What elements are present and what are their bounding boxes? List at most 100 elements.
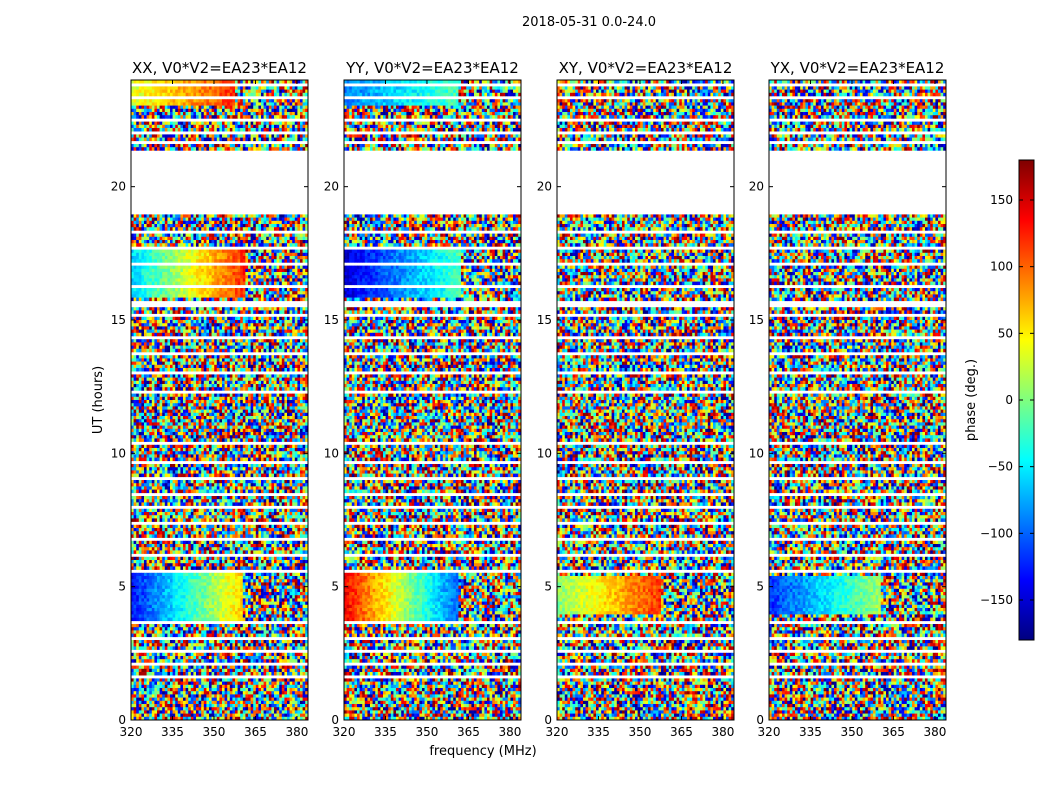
heatmap-cell [193, 105, 197, 110]
heatmap-cell [263, 128, 267, 132]
heatmap-cell [284, 236, 288, 241]
heatmap-cell [216, 227, 220, 231]
heatmap-cell [206, 236, 210, 241]
heatmap-cell [253, 80, 257, 84]
heatmap-cell [159, 252, 163, 257]
heatmap-cell [162, 384, 166, 388]
heatmap-cell [245, 377, 249, 382]
heatmap-cell [209, 275, 212, 279]
heatmap-cell [287, 108, 290, 113]
heatmap-cell [183, 115, 186, 119]
heatmap-cell [203, 361, 207, 366]
heatmap-cell [136, 278, 140, 282]
heatmap-cell [268, 105, 272, 110]
heatmap-cell [159, 227, 163, 231]
heatmap-cell [292, 393, 296, 398]
heatmap-cell [201, 144, 205, 148]
heatmap-cell [216, 384, 220, 388]
heatmap-cell [180, 310, 184, 314]
heatmap-cell [167, 134, 171, 138]
heatmap-cell [211, 396, 215, 401]
heatmap-cell [268, 416, 272, 420]
heatmap-cell [263, 281, 267, 286]
heatmap-cell [180, 374, 184, 378]
heatmap-cell [136, 396, 140, 401]
heatmap-cell [175, 358, 179, 362]
heatmap-cell [261, 281, 264, 286]
heatmap-cell [144, 265, 147, 270]
heatmap-cell [219, 249, 223, 254]
heatmap-cell [136, 112, 140, 116]
heatmap-cell [242, 89, 246, 94]
heatmap-cell [133, 278, 137, 282]
heatmap-cell [198, 416, 202, 420]
heatmap-cell [203, 291, 207, 295]
heatmap-cell [188, 329, 192, 334]
heatmap-cell [180, 249, 184, 254]
heatmap-cell [209, 252, 212, 257]
heatmap-cell [188, 380, 192, 385]
heatmap-cell [250, 217, 254, 222]
heatmap-cell [177, 240, 181, 244]
heatmap-cell [261, 102, 264, 106]
heatmap-cell [289, 275, 293, 279]
heatmap-cell [183, 288, 186, 292]
heatmap-cell [180, 112, 184, 116]
heatmap-cell [144, 339, 147, 343]
heatmap-cell [224, 307, 228, 311]
heatmap-cell [271, 115, 275, 119]
heatmap-cell [198, 275, 202, 279]
heatmap-cell [211, 214, 215, 218]
heatmap-cell [196, 233, 199, 238]
heatmap-cell [162, 323, 166, 327]
heatmap-cell [146, 121, 150, 126]
heatmap-cell [133, 272, 137, 276]
heatmap-cell [224, 393, 228, 398]
heatmap-cell [284, 419, 288, 423]
heatmap-cell [242, 252, 246, 257]
heatmap-cell [271, 393, 275, 398]
heatmap-cell [279, 217, 283, 222]
heatmap-cell [190, 144, 194, 148]
heatmap-cell [302, 80, 306, 84]
heatmap-cell [297, 128, 301, 132]
heatmap-cell [289, 147, 293, 151]
heatmap-cell [144, 368, 147, 372]
heatmap-cell [261, 396, 264, 401]
heatmap-cell [224, 108, 228, 113]
heatmap-cell [248, 249, 251, 254]
heatmap-cell [292, 384, 296, 388]
heatmap-cell [175, 102, 179, 106]
heatmap-cell [237, 278, 241, 282]
heatmap-cell [222, 297, 225, 302]
heatmap-cell [219, 252, 223, 257]
heatmap-cell [302, 387, 306, 391]
heatmap-cell [198, 272, 202, 276]
heatmap-cell [266, 147, 270, 151]
heatmap-cell [240, 377, 244, 382]
heatmap-cell [151, 316, 155, 321]
heatmap-cell [287, 332, 290, 337]
heatmap-cell [232, 86, 236, 90]
heatmap-cell [237, 358, 241, 362]
heatmap-cell [159, 403, 163, 407]
heatmap-cell [268, 144, 272, 148]
heatmap-cell [305, 387, 308, 391]
heatmap-cell [144, 422, 147, 426]
heatmap-cell [266, 406, 270, 410]
heatmap-cell [198, 339, 202, 343]
heatmap-cell [196, 92, 199, 97]
heatmap-cell [185, 243, 189, 247]
heatmap-cell [159, 377, 163, 382]
heatmap-cell [287, 323, 290, 327]
heatmap-cell [300, 102, 303, 106]
heatmap-cell [229, 355, 233, 359]
heatmap-cell [271, 416, 275, 420]
heatmap-cell [136, 412, 140, 417]
heatmap-cell [219, 377, 223, 382]
heatmap-cell [222, 252, 225, 257]
heatmap-cell [255, 249, 259, 254]
heatmap-cell [185, 377, 189, 382]
heatmap-cell [274, 323, 277, 327]
heatmap-cell [203, 288, 207, 292]
